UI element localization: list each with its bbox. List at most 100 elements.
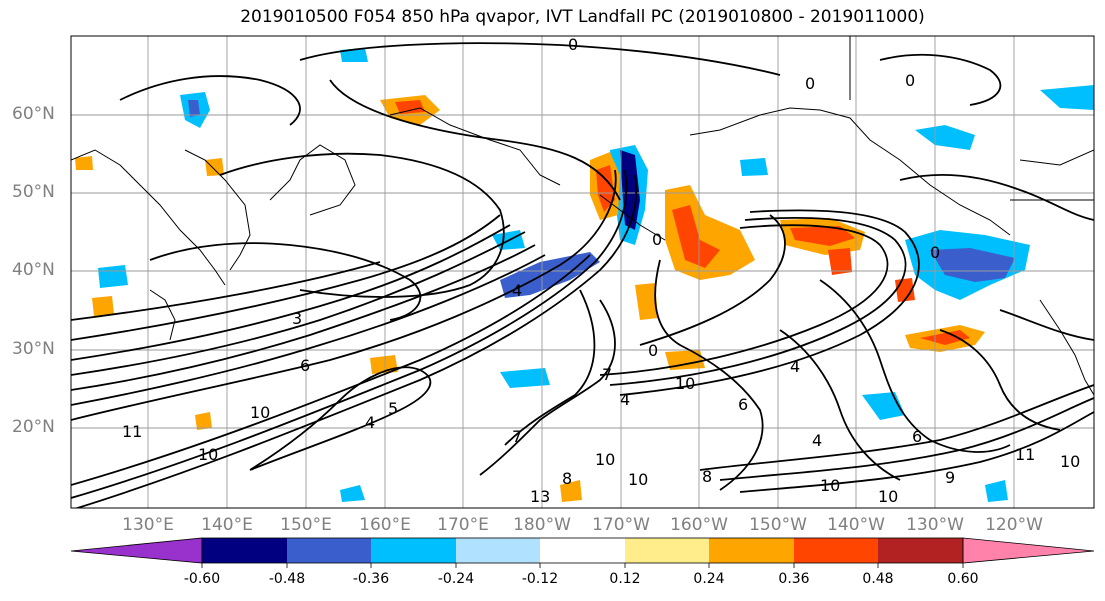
- contour-label: 10: [250, 403, 270, 422]
- colorbar-bin: [878, 538, 963, 563]
- contour-label: 5: [388, 399, 398, 418]
- contour-label: 6: [300, 356, 310, 375]
- contour-label: 10: [820, 476, 840, 495]
- contour-label: 0: [905, 71, 915, 90]
- colorbar-bin: [371, 538, 456, 563]
- lon-label: 150°E: [280, 515, 332, 535]
- ivt-contours: [71, 42, 1094, 508]
- shade-neg-patch: [500, 368, 550, 388]
- contour-label: 9: [945, 468, 955, 487]
- shade-neg-patch: [500, 252, 600, 298]
- colorbar-tick-label: -0.48: [268, 571, 306, 587]
- contour-label: 11: [1015, 445, 1035, 464]
- contour-label: 4: [620, 390, 630, 409]
- lon-label: 120°W: [985, 515, 1043, 535]
- shade-neg-patch: [740, 158, 768, 176]
- contour-label: 6: [738, 395, 748, 414]
- lon-label: 130°W: [906, 515, 964, 535]
- colorbar-bin: [794, 538, 878, 563]
- contour-label: 4: [512, 281, 522, 300]
- shade-neg-patch: [985, 480, 1008, 502]
- colorbar-tick-label: -0.36: [352, 571, 390, 587]
- coastlines: [71, 36, 1094, 396]
- lat-label: 40°N: [12, 260, 55, 280]
- contour-label: 10: [1060, 452, 1080, 471]
- shade-neg-patch: [340, 48, 368, 62]
- lon-label: 160°E: [359, 515, 411, 535]
- contour-labels: 0 0 0 0 3 4 6 7 10 10 11 10 4 4 5 0 0 6 …: [122, 35, 1080, 506]
- shade-pos-patch: [205, 158, 224, 176]
- lon-label: 140°E: [201, 515, 253, 535]
- lon-label: 150°W: [749, 515, 807, 535]
- shade-pos-patch: [665, 350, 705, 370]
- lon-label: 180°W: [513, 515, 571, 535]
- lon-label: 140°W: [827, 515, 885, 535]
- contour-label: 0: [930, 243, 940, 262]
- shade-pos-patch: [195, 412, 212, 430]
- colorbar-bin: [540, 538, 625, 563]
- colorbar-tick-label: 0.48: [862, 571, 894, 587]
- shade-neg-patch: [915, 125, 975, 150]
- contour-label: 0: [805, 74, 815, 93]
- colorbar-tick-label: 0.60: [947, 571, 979, 587]
- contour-label: 10: [878, 487, 898, 506]
- contour-label: 3: [292, 309, 302, 328]
- contour-label: 8: [702, 467, 712, 486]
- shade-pos-patch: [790, 226, 855, 246]
- shade-pos-patch: [395, 100, 425, 114]
- colorbar-extend-high: [962, 537, 1095, 564]
- colorbar-bin: [456, 538, 540, 563]
- lat-label: 20°N: [12, 417, 55, 437]
- colorbar-tick-label: -0.60: [183, 571, 221, 587]
- lon-label: 160°W: [670, 515, 728, 535]
- shade-neg-patch: [188, 100, 200, 117]
- map-title: 2019010500 F054 850 hPa qvapor, IVT Land…: [240, 7, 925, 27]
- map-frame: [70, 35, 1095, 509]
- contour-label: 6: [912, 427, 922, 446]
- colorbar-bin: [287, 538, 371, 563]
- contour-label: 10: [628, 470, 648, 489]
- colorbar-tick-label: -0.12: [521, 571, 559, 587]
- shade-pos-patch: [75, 156, 93, 170]
- shade-pos-patch: [635, 283, 658, 320]
- contour-label: 4: [812, 431, 822, 450]
- colorbar-tick-label: 0.24: [693, 571, 725, 587]
- contour-label: 10: [595, 450, 615, 469]
- colorbar-bin: [709, 538, 794, 563]
- contour-label: 10: [675, 374, 695, 393]
- shade-pos-patch: [828, 248, 852, 275]
- shade-pos-patch: [596, 165, 615, 212]
- colorbar-tick-label: 0.36: [778, 571, 810, 587]
- lon-label: 170°W: [592, 515, 650, 535]
- colorbar-bin: [625, 538, 709, 563]
- contour-label: 4: [365, 413, 375, 432]
- shade-neg-patch: [340, 485, 365, 502]
- shade-pos-patch: [560, 480, 582, 502]
- colorbar-extend-low: [70, 537, 203, 564]
- map-gridlines: [71, 36, 1094, 508]
- contour-label: 4: [790, 357, 800, 376]
- colorbar-bin: [202, 538, 287, 563]
- contour-label: 8: [562, 469, 572, 488]
- contour-label: 0: [648, 341, 658, 360]
- lat-label: 30°N: [12, 339, 55, 359]
- contour-label: 13: [530, 487, 550, 506]
- contour-label: 0: [568, 35, 578, 54]
- colorbar-tick-label: -0.24: [437, 571, 475, 587]
- colorbar: [70, 537, 1095, 568]
- shade-pos-patch: [672, 205, 720, 268]
- contour-label: 7: [602, 365, 612, 384]
- lon-label: 170°E: [437, 515, 489, 535]
- lat-label: 60°N: [12, 104, 55, 124]
- shade-pos-patch: [920, 330, 970, 345]
- shade-neg-patch: [1040, 85, 1094, 110]
- contour-label: 0: [652, 230, 662, 249]
- lat-label: 50°N: [12, 182, 55, 202]
- contour-label: 7: [512, 427, 522, 446]
- contour-label: 10: [198, 445, 218, 464]
- lon-label: 130°E: [122, 515, 174, 535]
- shade-neg-patch: [930, 248, 1015, 282]
- shade-pos-patch: [92, 296, 114, 316]
- contour-label: 11: [122, 422, 142, 441]
